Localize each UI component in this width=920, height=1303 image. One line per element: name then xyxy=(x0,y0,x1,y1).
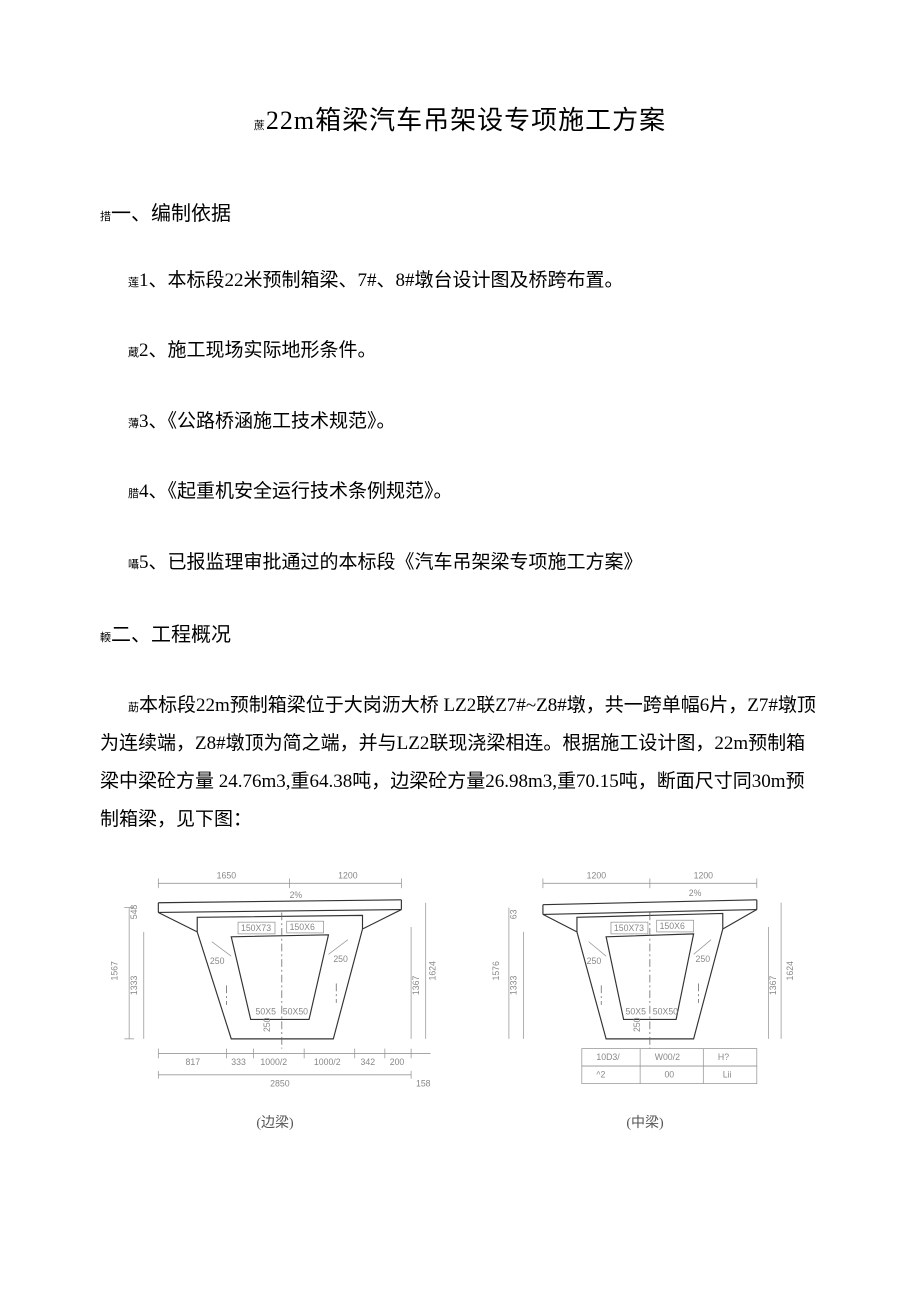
title-text: 22m箱梁汽车吊架设专项施工方案 xyxy=(266,106,666,135)
left-bot-lab-1: 50X5 xyxy=(256,1007,277,1017)
right-h250: 250 xyxy=(632,1017,642,1032)
right-br1-2: W00/2 xyxy=(655,1052,680,1062)
left-bd-2: 333 xyxy=(231,1057,246,1067)
right-bot-lab-2: 50X50 xyxy=(653,1007,678,1017)
right-br1-3: H? xyxy=(718,1052,729,1062)
right-mid-1: 150X73 xyxy=(614,923,644,933)
left-bd-1: 817 xyxy=(186,1057,201,1067)
item-1-prefix: 莲 xyxy=(128,277,139,289)
left-rdim-2: 1367 xyxy=(411,975,421,995)
list-item-3: 薄3、《公路桥涵施工技术规范》。 xyxy=(100,407,820,437)
right-br2-3: Lii xyxy=(723,1070,732,1080)
right-bot-lab-1: 50X5 xyxy=(626,1007,647,1017)
left-top-dim-2: 1200 xyxy=(338,870,358,880)
right-mid-2: 150X6 xyxy=(660,921,685,931)
left-caption: (边梁) xyxy=(100,1112,450,1132)
list-item-4: 腊4、《起重机安全运行技术条例规范》。 xyxy=(100,477,820,507)
left-h250: 250 xyxy=(262,1017,272,1032)
left-bd-5: 342 xyxy=(361,1057,376,1067)
item-3-prefix: 薄 xyxy=(128,418,139,430)
left-slope: 2% xyxy=(290,890,303,900)
item-5-prefix: 囁 xyxy=(128,559,139,571)
left-vdim-1: 1567 xyxy=(110,961,120,981)
item-2-prefix: 蔵 xyxy=(128,347,139,359)
section-2-text: 二、工程概况 xyxy=(111,624,231,646)
overview-paragraph: 莇本标段22m预制箱梁位于大岗沥大桥 LZ2联Z7#~Z8#墩，共一跨单幅6片，… xyxy=(100,687,820,839)
section-1-heading: 措一、编制依据 xyxy=(100,197,820,226)
left-mid-2: 150X6 xyxy=(290,922,315,932)
left-bot-lab-2: 50X50 xyxy=(283,1007,308,1017)
diagram-container: 1650 1200 2% 150X73 150X6 xyxy=(100,859,820,1132)
right-slope: 2% xyxy=(689,888,702,898)
mid-beam-svg: 1200 1200 2% 150X73 150X6 xyxy=(470,859,820,1102)
diagram-left: 1650 1200 2% 150X73 150X6 xyxy=(100,859,450,1132)
diagram-right: 1200 1200 2% 150X73 150X6 xyxy=(470,859,820,1132)
right-br2-1: ^2 xyxy=(596,1070,605,1080)
paragraph-prefix: 莇 xyxy=(128,702,139,714)
left-rdim-1: 1624 xyxy=(427,961,437,981)
item-1-text: 1、本标段22米预制箱梁、7#、8#墩台设计图及桥跨布置。 xyxy=(139,270,624,291)
right-br1-1: 10D3/ xyxy=(596,1052,620,1062)
item-4-text: 4、《起重机安全运行技术条例规范》。 xyxy=(139,481,453,502)
item-2-text: 2、施工现场实际地形条件。 xyxy=(139,340,377,361)
left-bd-4: 1000/2 xyxy=(314,1057,341,1067)
section-1-text: 一、编制依据 xyxy=(111,203,231,225)
section-2-prefix: 輭 xyxy=(100,632,111,644)
left-top-dim-1: 1650 xyxy=(217,870,237,880)
right-rdim-2: 1367 xyxy=(768,975,778,995)
right-250-r: 250 xyxy=(696,954,711,964)
right-rdim-1: 1624 xyxy=(785,961,795,981)
item-5-text: 5、已报监理审批通过的本标段《汽车吊架梁专项施工方案》 xyxy=(139,552,643,573)
item-4-prefix: 腊 xyxy=(128,488,139,500)
left-vdim-2: 1333 xyxy=(129,975,139,995)
list-item-2: 蔵2、施工现场实际地形条件。 xyxy=(100,336,820,366)
section-2-heading: 輭二、工程概况 xyxy=(100,618,820,647)
left-vdim-3: 548 xyxy=(129,905,139,920)
list-item-5: 囁5、已报监理审批通过的本标段《汽车吊架梁专项施工方案》 xyxy=(100,548,820,578)
section-1-prefix: 措 xyxy=(100,211,111,223)
right-vdim-2: 1333 xyxy=(509,975,519,995)
left-mid-1: 150X73 xyxy=(241,923,271,933)
right-top-dim-2: 1200 xyxy=(694,870,714,880)
edge-beam-svg: 1650 1200 2% 150X73 150X6 xyxy=(100,859,450,1102)
right-vdim-1: 1576 xyxy=(491,961,501,981)
right-250-l: 250 xyxy=(587,956,602,966)
left-bd-8: 158 xyxy=(416,1078,431,1088)
paragraph-text: 本标段22m预制箱梁位于大岗沥大桥 LZ2联Z7#~Z8#墩，共一跨单幅6片，Z… xyxy=(100,695,816,830)
left-250-l: 250 xyxy=(210,956,225,966)
title-prefix: 蔗 xyxy=(254,120,266,132)
right-top-dim-1: 1200 xyxy=(587,870,607,880)
right-caption: (中梁) xyxy=(470,1112,820,1132)
document-title: 蔗22m箱梁汽车吊架设专项施工方案 xyxy=(100,100,820,137)
left-250-r: 250 xyxy=(333,954,348,964)
item-3-text: 3、《公路桥涵施工技术规范》。 xyxy=(139,411,396,432)
left-bd-3: 1000/2 xyxy=(260,1057,287,1067)
list-item-1: 莲1、本标段22米预制箱梁、7#、8#墩台设计图及桥跨布置。 xyxy=(100,266,820,296)
right-br2-2: 00 xyxy=(664,1070,674,1080)
left-bd-7: 2850 xyxy=(270,1078,290,1088)
left-bd-6: 200 xyxy=(390,1057,405,1067)
right-vdim-3: 63 xyxy=(509,909,519,919)
